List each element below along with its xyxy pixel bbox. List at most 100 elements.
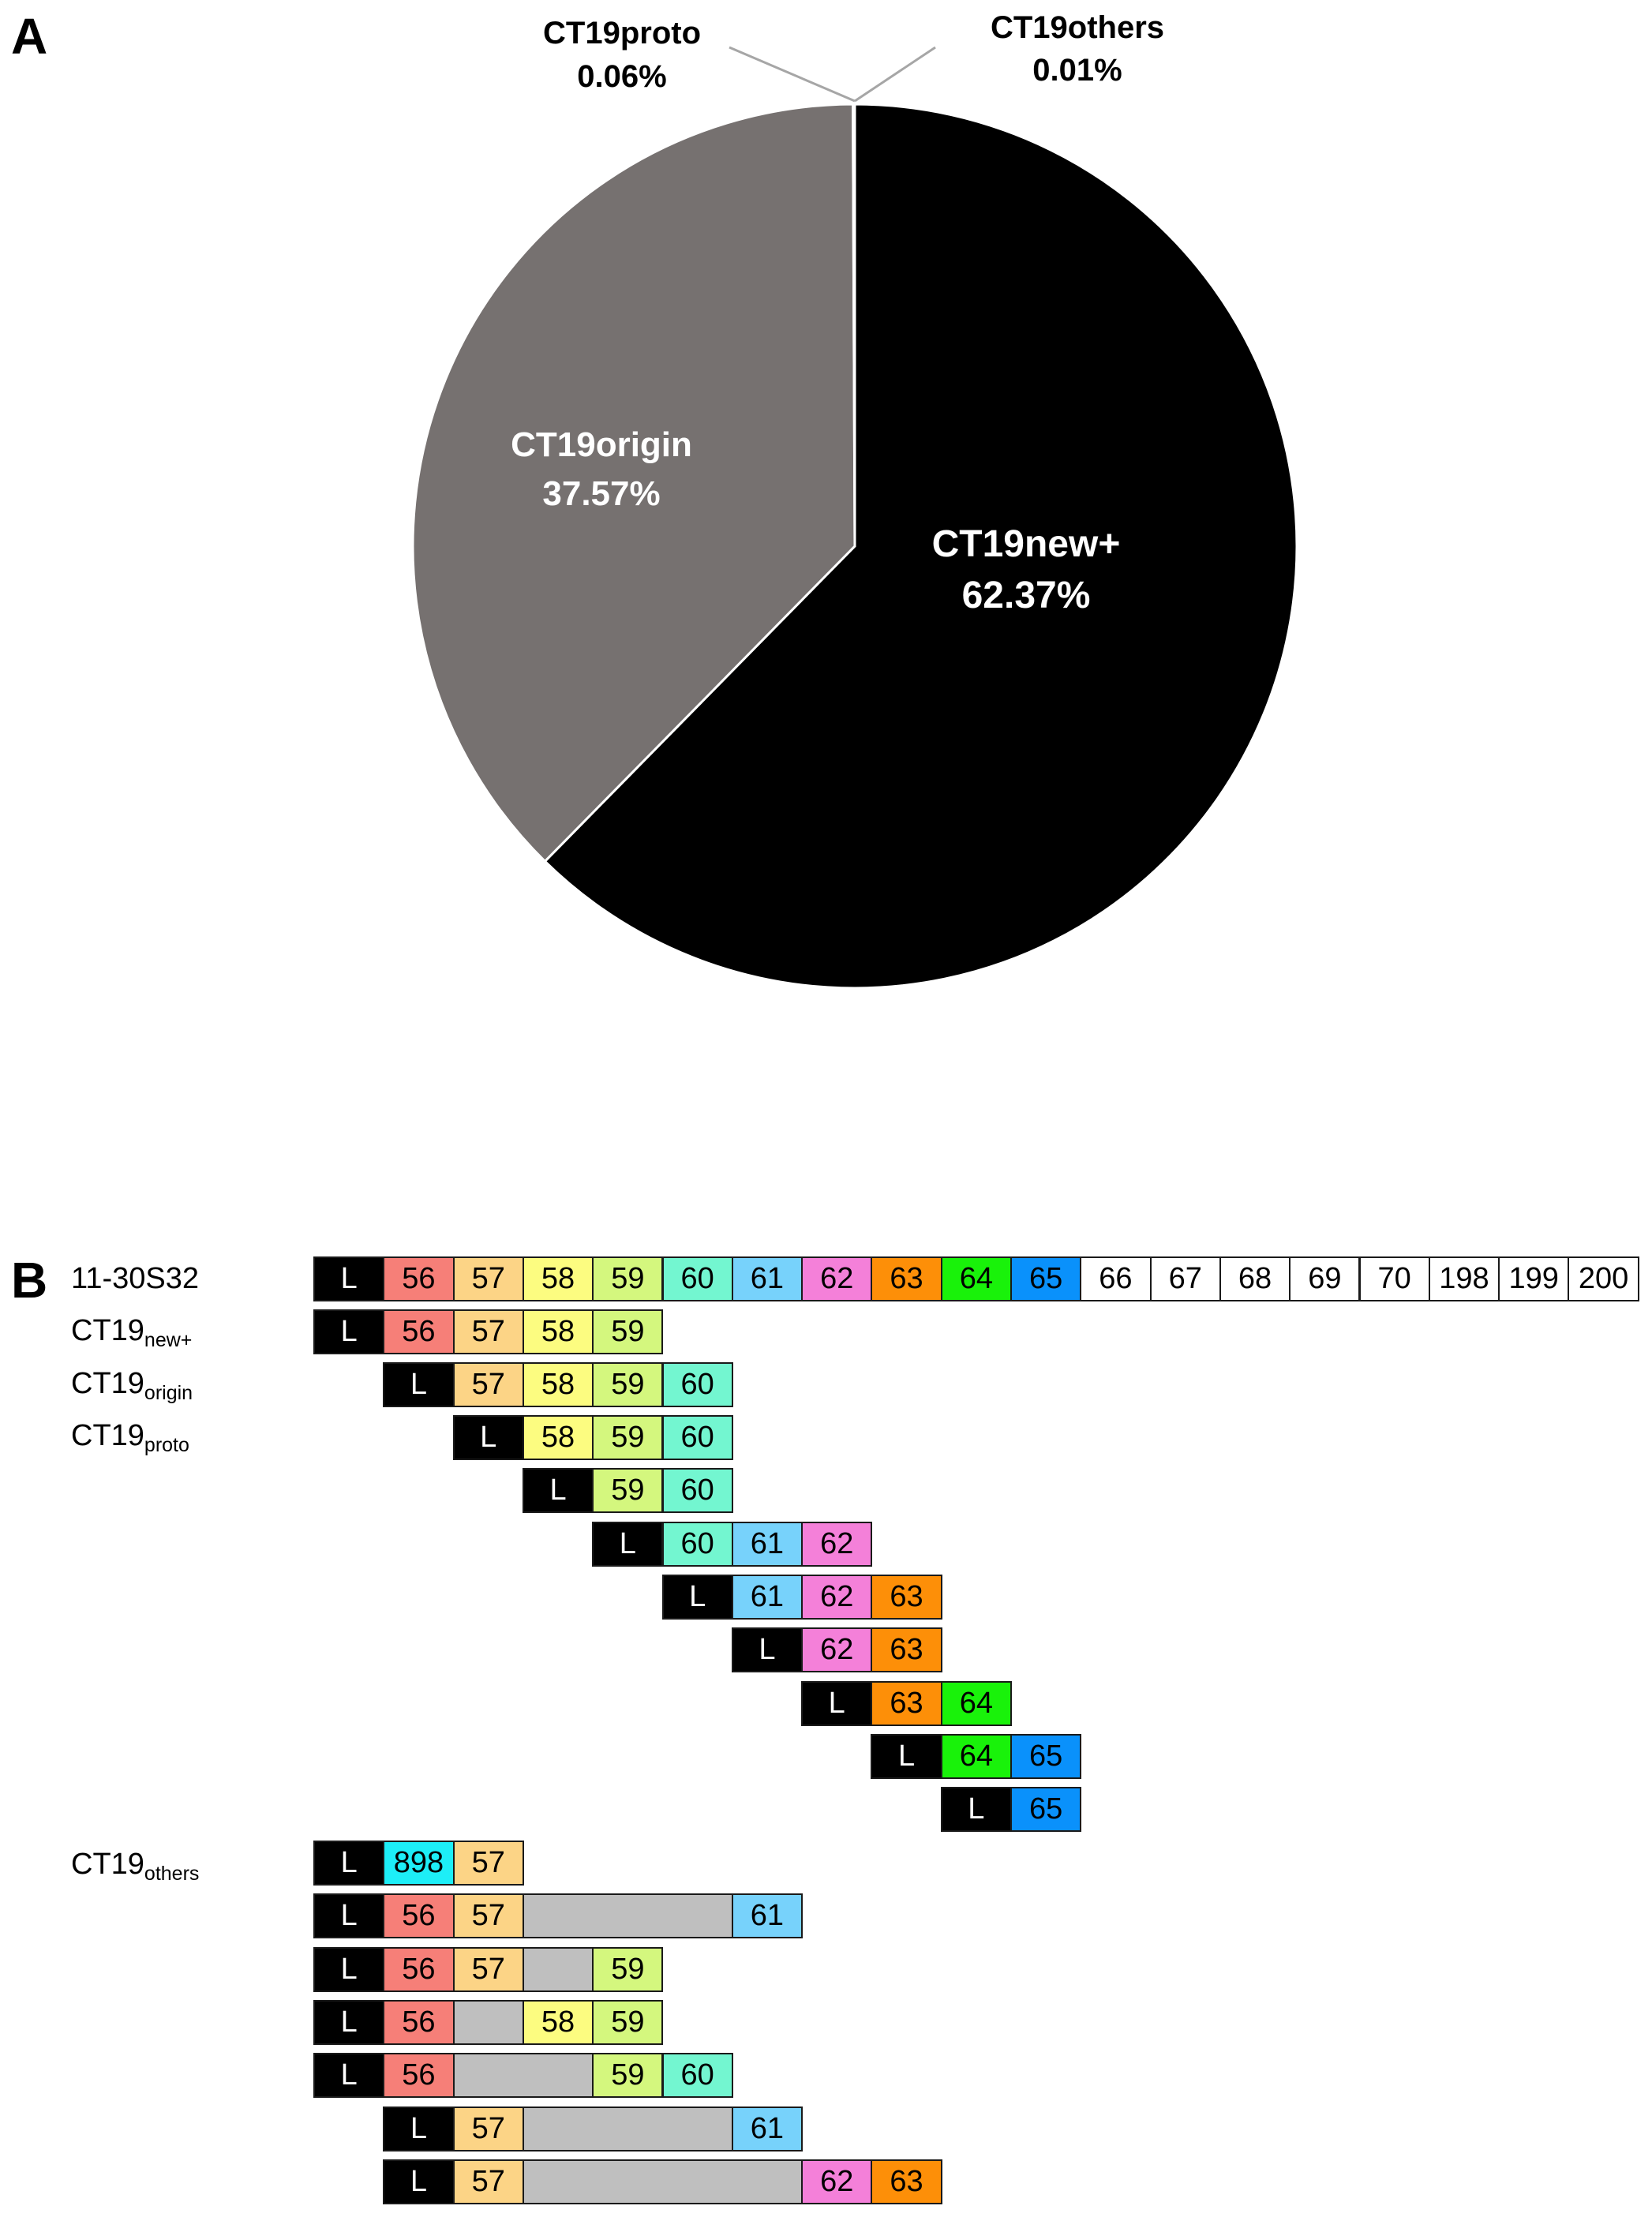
segment-gap <box>522 1893 733 1938</box>
segment-59: 59 <box>592 2000 664 2045</box>
segment-62: 62 <box>801 1627 873 1672</box>
segment-leader: L <box>313 2053 385 2098</box>
row-label: CT19others <box>71 1848 200 1885</box>
panel-letter-b: B <box>11 1252 48 1309</box>
segment-64: 64 <box>940 1681 1012 1726</box>
leader-line-ct19proto <box>729 46 856 103</box>
segment-198: 198 <box>1428 1256 1500 1301</box>
segment-58: 58 <box>522 1309 594 1354</box>
slice-label-ct19proto: CT19proto <box>543 16 701 51</box>
slice-label-ct19new-: CT19new+ <box>932 523 1121 565</box>
segment-57: 57 <box>452 2107 524 2151</box>
segment-60: 60 <box>661 1468 733 1513</box>
segment-57: 57 <box>452 1256 524 1301</box>
segment-61: 61 <box>731 2107 804 2151</box>
segment-57: 57 <box>452 1947 524 1992</box>
segment-57: 57 <box>452 1362 524 1407</box>
segment-57: 57 <box>452 1841 524 1886</box>
row-label: CT19proto <box>71 1419 189 1456</box>
segment-leader: L <box>313 1256 385 1301</box>
segment-gap <box>522 2159 804 2204</box>
panel-letter-a: A <box>11 8 48 65</box>
segment-56: 56 <box>383 2000 455 2045</box>
segment-66: 66 <box>1080 1256 1152 1301</box>
segment-leader: L <box>661 1575 733 1620</box>
segment-58: 58 <box>522 1256 594 1301</box>
segment-59: 59 <box>592 1256 664 1301</box>
segment-leader: L <box>871 1734 942 1779</box>
segment-63: 63 <box>871 2159 942 2204</box>
slice-value-ct19proto: 0.06% <box>577 59 666 94</box>
segment-62: 62 <box>801 2159 873 2204</box>
segment-67: 67 <box>1149 1256 1221 1301</box>
segment-200: 200 <box>1568 1256 1639 1301</box>
segment-56: 56 <box>383 2053 455 2098</box>
segment-leader: L <box>383 2107 455 2151</box>
segment-leader: L <box>313 1309 385 1354</box>
segment-leader: L <box>452 1415 524 1460</box>
segment-63: 63 <box>871 1575 942 1620</box>
segment-leader: L <box>731 1627 804 1672</box>
segment-59: 59 <box>592 1309 664 1354</box>
pie-slice-ct19new- <box>543 103 1298 990</box>
segment-leader: L <box>313 1841 385 1886</box>
row-label: 11-30S32 <box>71 1262 199 1295</box>
segment-56: 56 <box>383 1309 455 1354</box>
segment-leader: L <box>383 1362 455 1407</box>
segment-59: 59 <box>592 1362 664 1407</box>
slice-value-ct19others: 0.01% <box>1032 53 1122 88</box>
leader-line-ct19others <box>854 46 936 103</box>
segment-58: 58 <box>522 2000 594 2045</box>
segment-gap <box>522 1947 594 1992</box>
segment-59: 59 <box>592 1947 664 1992</box>
slice-value-ct19new-: 62.37% <box>962 575 1091 616</box>
segment-gap <box>522 2107 733 2151</box>
segment-63: 63 <box>871 1627 942 1672</box>
segment-leader: L <box>313 1947 385 1992</box>
segment-59: 59 <box>592 1415 664 1460</box>
segment-56: 56 <box>383 1947 455 1992</box>
segment-62: 62 <box>801 1256 873 1301</box>
segment-59: 59 <box>592 2053 664 2098</box>
segment-leader: L <box>313 2000 385 2045</box>
segment-gap <box>452 2053 594 2098</box>
segment-60: 60 <box>661 1522 733 1567</box>
segment-57: 57 <box>452 1893 524 1938</box>
segment-64: 64 <box>940 1734 1012 1779</box>
pie-slice-ct19origin <box>411 103 856 863</box>
row-label: CT19new+ <box>71 1314 193 1351</box>
segment-60: 60 <box>661 2053 733 2098</box>
segment-leader: L <box>522 1468 594 1513</box>
segment-56: 56 <box>383 1893 455 1938</box>
segment-64: 64 <box>940 1256 1012 1301</box>
segment-57: 57 <box>452 2159 524 2204</box>
segment-70: 70 <box>1358 1256 1430 1301</box>
segment-65: 65 <box>1010 1787 1082 1832</box>
segment-59: 59 <box>592 1468 664 1513</box>
segment-63: 63 <box>871 1256 942 1301</box>
segment-60: 60 <box>661 1362 733 1407</box>
slice-label-ct19origin: CT19origin <box>511 425 692 464</box>
segment-57: 57 <box>452 1309 524 1354</box>
segment-61: 61 <box>731 1575 804 1620</box>
segment-61: 61 <box>731 1893 804 1938</box>
segment-898: 898 <box>383 1841 455 1886</box>
slice-label-ct19others: CT19others <box>991 10 1164 45</box>
segment-leader: L <box>592 1522 664 1567</box>
row-label: CT19origin <box>71 1367 193 1404</box>
segment-69: 69 <box>1289 1256 1361 1301</box>
segment-62: 62 <box>801 1522 873 1567</box>
segment-60: 60 <box>661 1415 733 1460</box>
slice-value-ct19origin: 37.57% <box>542 474 660 513</box>
segment-199: 199 <box>1498 1256 1570 1301</box>
segment-60: 60 <box>661 1256 733 1301</box>
segment-leader: L <box>313 1893 385 1938</box>
segment-58: 58 <box>522 1415 594 1460</box>
segment-gap <box>452 2000 524 2045</box>
segment-leader: L <box>801 1681 873 1726</box>
segment-58: 58 <box>522 1362 594 1407</box>
segment-62: 62 <box>801 1575 873 1620</box>
pie-chart: CT19new+ 62.37% CT19origin 37.57% CT19proto 0… <box>411 10 1298 990</box>
segment-61: 61 <box>731 1256 804 1301</box>
